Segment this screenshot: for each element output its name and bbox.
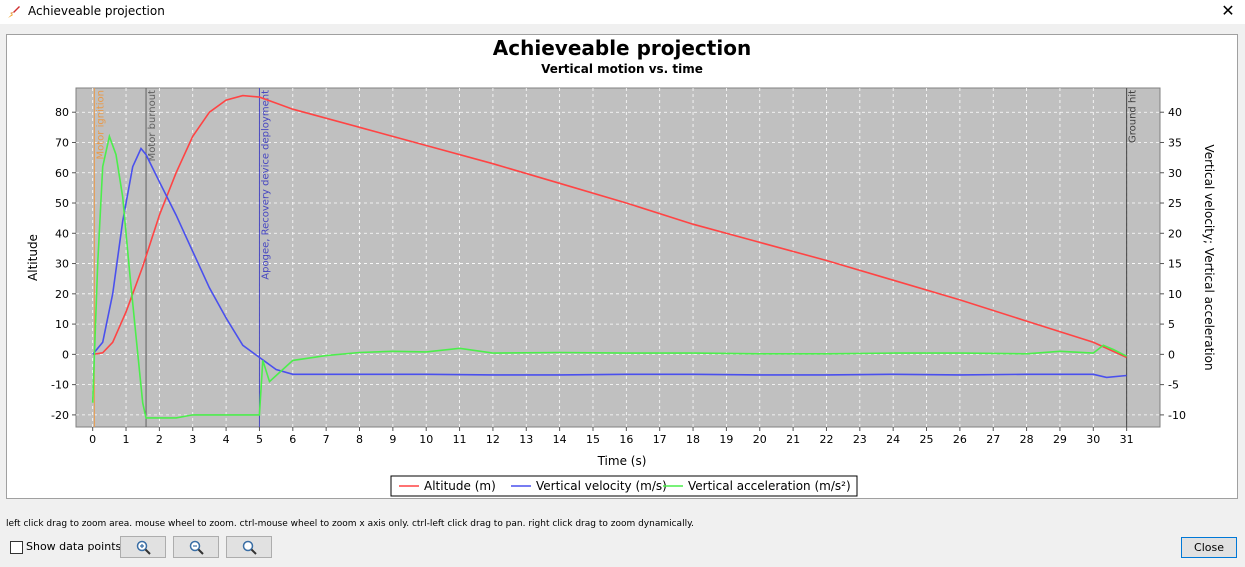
x-tick-label: 3 bbox=[189, 433, 196, 446]
y-right-axis-label: Vertical velocity; Vertical acceleration bbox=[1202, 144, 1216, 370]
x-tick-label: 7 bbox=[323, 433, 330, 446]
y-right-tick-label: -5 bbox=[1168, 379, 1179, 392]
event-label: Motor burnout bbox=[147, 90, 158, 161]
y-left-tick-label: 60 bbox=[55, 167, 69, 180]
x-tick-label: 2 bbox=[156, 433, 163, 446]
x-tick-label: 14 bbox=[553, 433, 567, 446]
y-left-tick-label: 30 bbox=[55, 258, 69, 271]
x-tick-label: 12 bbox=[486, 433, 500, 446]
x-tick-label: 0 bbox=[89, 433, 96, 446]
zoom-out-button[interactable] bbox=[173, 536, 219, 558]
y-left-tick-label: 50 bbox=[55, 197, 69, 210]
x-tick-label: 24 bbox=[886, 433, 900, 446]
x-tick-label: 4 bbox=[223, 433, 230, 446]
event-label: Apogee, Recovery device deployment bbox=[260, 90, 271, 280]
y-right-tick-label: -10 bbox=[1168, 409, 1186, 422]
zoom-in-button[interactable] bbox=[120, 536, 166, 558]
x-tick-label: 31 bbox=[1120, 433, 1134, 446]
chart-title: Achieveable projection bbox=[493, 36, 751, 60]
x-tick-label: 29 bbox=[1053, 433, 1067, 446]
zoom-in-icon bbox=[136, 540, 151, 555]
y-right-tick-label: 10 bbox=[1168, 288, 1182, 301]
series-line bbox=[92, 94, 1127, 359]
y-left-tick-label: 40 bbox=[55, 227, 69, 240]
y-left-tick-label: 70 bbox=[55, 136, 69, 149]
x-tick-label: 28 bbox=[1020, 433, 1034, 446]
show-data-points-checkbox[interactable] bbox=[10, 541, 23, 554]
x-tick-label: 11 bbox=[453, 433, 467, 446]
y-left-tick-label: -20 bbox=[51, 409, 69, 422]
y-right-tick-label: 35 bbox=[1168, 136, 1182, 149]
close-button[interactable]: Close bbox=[1181, 537, 1237, 558]
y-left-tick-label: 10 bbox=[55, 318, 69, 331]
y-right-tick-label: 0 bbox=[1168, 348, 1175, 361]
chart-panel[interactable]: Achieveable projection Vertical motion vs… bbox=[6, 34, 1238, 499]
y-right-tick-label: 30 bbox=[1168, 167, 1182, 180]
legend-label: Altitude (m) bbox=[424, 479, 496, 493]
x-tick-label: 20 bbox=[753, 433, 767, 446]
usage-hint: left click drag to zoom area. mouse whee… bbox=[6, 519, 694, 529]
y-right-tick-label: 25 bbox=[1168, 197, 1182, 210]
legend-label: Vertical acceleration (m/s²) bbox=[688, 479, 851, 493]
x-tick-label: 19 bbox=[719, 433, 733, 446]
plot-area bbox=[75, 87, 1161, 428]
y-left-tick-label: -10 bbox=[51, 379, 69, 392]
zoom-out-icon bbox=[189, 540, 204, 555]
x-tick-label: 5 bbox=[256, 433, 263, 446]
window-title: Achieveable projection bbox=[28, 4, 165, 18]
y-right-tick-label: 40 bbox=[1168, 106, 1182, 119]
x-tick-label: 15 bbox=[586, 433, 600, 446]
chart-canvas[interactable]: Achieveable projection Vertical motion vs… bbox=[7, 35, 1237, 498]
y-right-tick-label: 15 bbox=[1168, 258, 1182, 271]
event-label: Ground hit bbox=[1128, 90, 1139, 143]
title-bar: Achieveable projection ✕ bbox=[0, 0, 1245, 24]
x-tick-label: 21 bbox=[786, 433, 800, 446]
rocket-icon bbox=[7, 4, 21, 23]
y-right-tick-label: 20 bbox=[1168, 227, 1182, 240]
legend-label: Vertical velocity (m/s) bbox=[536, 479, 667, 493]
y-right-tick-label: 5 bbox=[1168, 318, 1175, 331]
x-tick-label: 30 bbox=[1086, 433, 1100, 446]
x-tick-label: 27 bbox=[986, 433, 1000, 446]
x-tick-label: 9 bbox=[389, 433, 396, 446]
x-tick-label: 22 bbox=[819, 433, 833, 446]
zoom-fit-button[interactable] bbox=[226, 536, 272, 558]
y-left-tick-label: 0 bbox=[62, 348, 69, 361]
series-line bbox=[91, 133, 1127, 419]
x-axis-label: Time (s) bbox=[597, 454, 647, 468]
y-left-axis-label: Altitude bbox=[26, 234, 40, 281]
x-tick-label: 17 bbox=[653, 433, 667, 446]
legend-box bbox=[390, 475, 858, 497]
x-tick-label: 18 bbox=[686, 433, 700, 446]
chart-subtitle: Vertical motion vs. time bbox=[541, 62, 703, 76]
window-close-button[interactable]: ✕ bbox=[1221, 1, 1235, 20]
x-tick-label: 8 bbox=[356, 433, 363, 446]
x-tick-label: 6 bbox=[289, 433, 296, 446]
event-label: Motor ignition bbox=[95, 90, 106, 159]
x-tick-label: 1 bbox=[123, 433, 130, 446]
show-data-points-label[interactable]: Show data points bbox=[26, 540, 122, 553]
x-tick-label: 10 bbox=[419, 433, 433, 446]
zoom-fit-icon bbox=[242, 540, 257, 555]
x-tick-label: 25 bbox=[920, 433, 934, 446]
x-tick-label: 26 bbox=[953, 433, 967, 446]
x-tick-label: 13 bbox=[519, 433, 533, 446]
y-left-tick-label: 80 bbox=[55, 106, 69, 119]
x-tick-label: 23 bbox=[853, 433, 867, 446]
y-left-tick-label: 20 bbox=[55, 288, 69, 301]
series-line bbox=[92, 146, 1127, 379]
x-tick-label: 16 bbox=[619, 433, 633, 446]
